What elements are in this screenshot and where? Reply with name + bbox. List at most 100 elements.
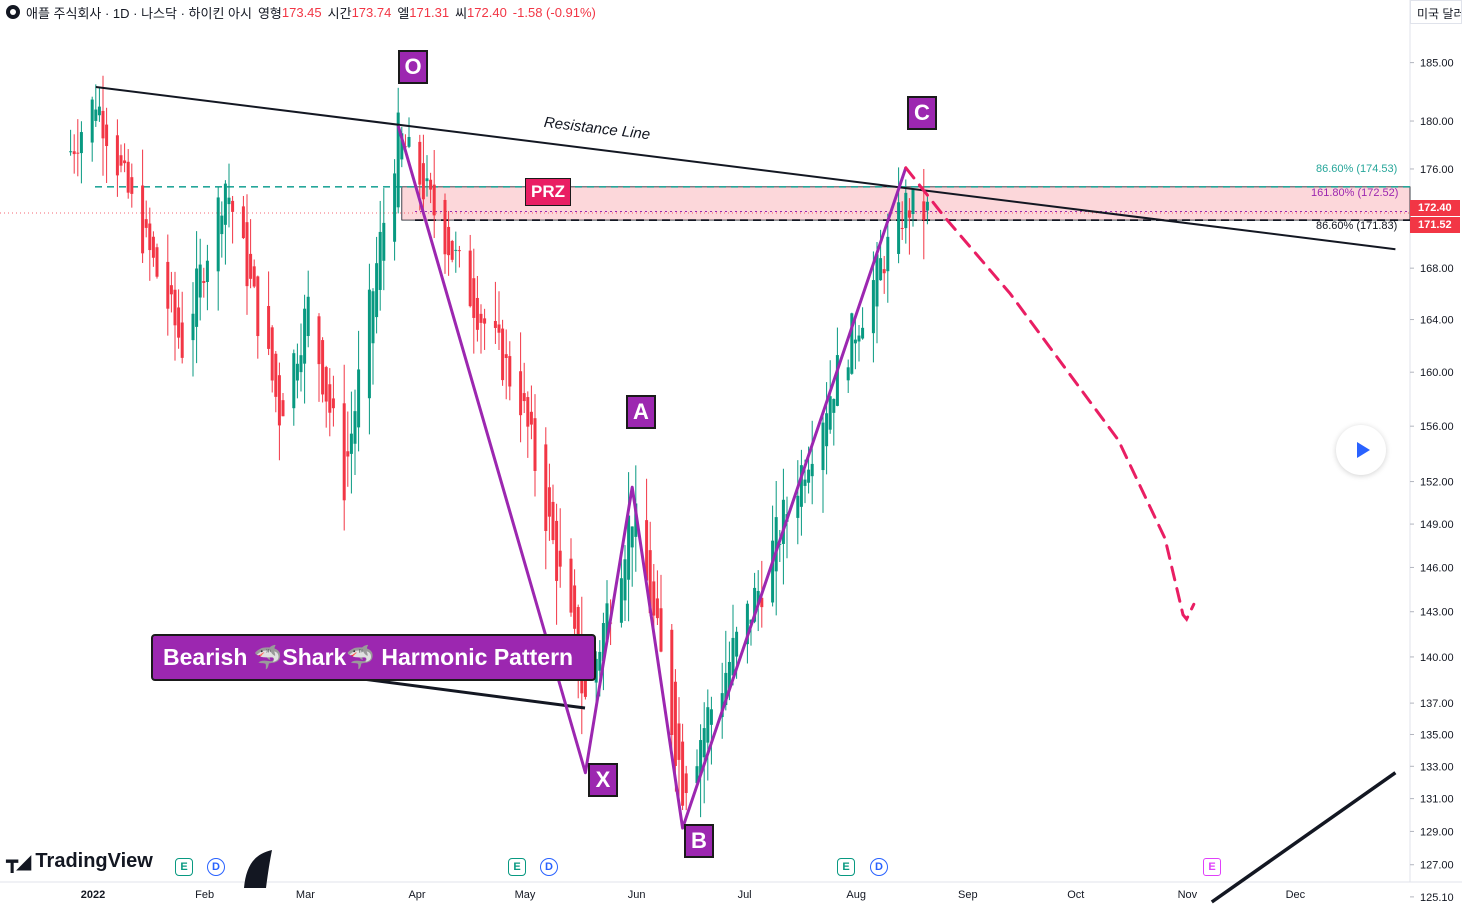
candle-body xyxy=(774,517,778,572)
candle-body xyxy=(328,384,332,413)
candle-body xyxy=(911,188,915,215)
candle-body xyxy=(501,328,505,381)
candle-body xyxy=(306,296,310,336)
candle-body xyxy=(281,400,285,417)
label-pointer-line xyxy=(354,676,586,710)
candle-body xyxy=(731,637,735,676)
candle-body xyxy=(342,403,346,501)
candle-body xyxy=(479,313,483,323)
candle-body xyxy=(799,465,803,507)
candle-body xyxy=(198,264,202,298)
x-tick-label: 2022 xyxy=(81,889,105,901)
candle-body xyxy=(418,141,422,185)
candle-body xyxy=(922,201,926,220)
high-value: 173.74 xyxy=(351,4,392,20)
candle-body xyxy=(227,197,231,205)
candle-body xyxy=(371,291,375,344)
dividend-event-icon[interactable]: D xyxy=(207,858,225,876)
currency-button[interactable]: 미국 달러 xyxy=(1410,0,1462,24)
candle-body xyxy=(771,540,775,603)
candle-body xyxy=(115,135,119,176)
candle-body xyxy=(252,266,256,287)
earnings-event-icon[interactable]: E xyxy=(837,858,855,876)
candle-body xyxy=(605,603,609,643)
earnings-event-icon[interactable]: E xyxy=(508,858,526,876)
point-label-c: C xyxy=(907,96,937,130)
apple-logo-icon xyxy=(6,5,20,19)
candle-body xyxy=(857,335,861,342)
candle-body xyxy=(400,133,404,160)
y-tick-label: 127.00 xyxy=(1420,860,1454,872)
tradingview-logo-text: TradingView xyxy=(35,850,153,872)
symbol-title[interactable]: 애플 주식회사 · 1D · 나스닥 · 하이킨 아시 xyxy=(26,5,252,21)
candle-body xyxy=(533,418,537,471)
y-tick-label: 131.00 xyxy=(1420,794,1454,806)
candle-body xyxy=(907,210,911,218)
candle-body xyxy=(191,313,195,341)
candle-body xyxy=(177,307,181,338)
x-tick-label: Dec xyxy=(1286,889,1306,901)
candle-body xyxy=(702,728,706,758)
candle-body xyxy=(573,585,577,629)
candle-body xyxy=(105,124,109,147)
candle-body xyxy=(803,479,807,486)
candle-body xyxy=(547,487,551,517)
candle-body xyxy=(519,371,523,416)
candle-body xyxy=(760,597,764,608)
candle-body xyxy=(648,550,652,614)
candle-body xyxy=(569,558,573,613)
candle-body xyxy=(475,297,479,330)
y-tick-label: 152.00 xyxy=(1420,477,1454,489)
candle-body xyxy=(94,109,98,121)
candle-body xyxy=(429,179,433,190)
candle-body xyxy=(497,324,501,333)
candle-body xyxy=(126,161,130,193)
candle-body xyxy=(216,197,220,272)
earnings-event-icon[interactable]: E xyxy=(175,858,193,876)
tradingview-logo[interactable]: ┳◢ TradingView xyxy=(6,849,153,874)
candle-body xyxy=(270,327,274,381)
candle-body xyxy=(90,99,94,143)
fib-level-label: 86.60% (174.53) xyxy=(1316,163,1398,175)
candle-body xyxy=(346,451,350,457)
candle-body xyxy=(504,354,508,358)
candle-body xyxy=(277,375,281,426)
point-label-o: O xyxy=(398,50,428,84)
candle-body xyxy=(169,285,173,295)
candle-body xyxy=(450,241,454,260)
candle-body xyxy=(357,369,361,428)
candle-body xyxy=(231,200,235,212)
candle-body xyxy=(627,515,631,580)
candle-body xyxy=(645,520,649,581)
candle-body xyxy=(97,106,101,116)
candle-body xyxy=(274,353,278,397)
scroll-to-realtime-button[interactable] xyxy=(1336,425,1386,475)
dividend-event-icon[interactable]: D xyxy=(540,858,558,876)
candle-body xyxy=(425,178,429,182)
candle-body xyxy=(670,629,674,736)
candle-body xyxy=(753,587,757,622)
candle-body xyxy=(677,723,681,760)
candle-body xyxy=(241,206,245,239)
candle-body xyxy=(317,316,321,365)
fib-level-label: 86.60% (171.83) xyxy=(1316,220,1398,232)
candle-body xyxy=(155,247,159,277)
point-label-b: B xyxy=(684,824,714,858)
dividend-event-icon[interactable]: D xyxy=(870,858,888,876)
candle-body xyxy=(79,132,83,154)
candle-body xyxy=(396,112,400,208)
candle-body xyxy=(508,356,512,387)
candle-body xyxy=(249,253,253,279)
earnings-event-icon[interactable]: E xyxy=(1203,858,1221,876)
tradingview-mark-icon: ┳◢ xyxy=(6,851,31,873)
candle-body xyxy=(299,355,303,373)
fib-level-label: 161.80% (172.52) xyxy=(1311,187,1399,199)
candle-body xyxy=(180,322,184,358)
price-axis-panel xyxy=(1410,0,1462,906)
candle-body xyxy=(850,313,854,374)
candle-body xyxy=(353,411,357,444)
candle-body xyxy=(699,740,703,775)
candle-body xyxy=(321,340,325,395)
candle-body xyxy=(173,289,177,326)
